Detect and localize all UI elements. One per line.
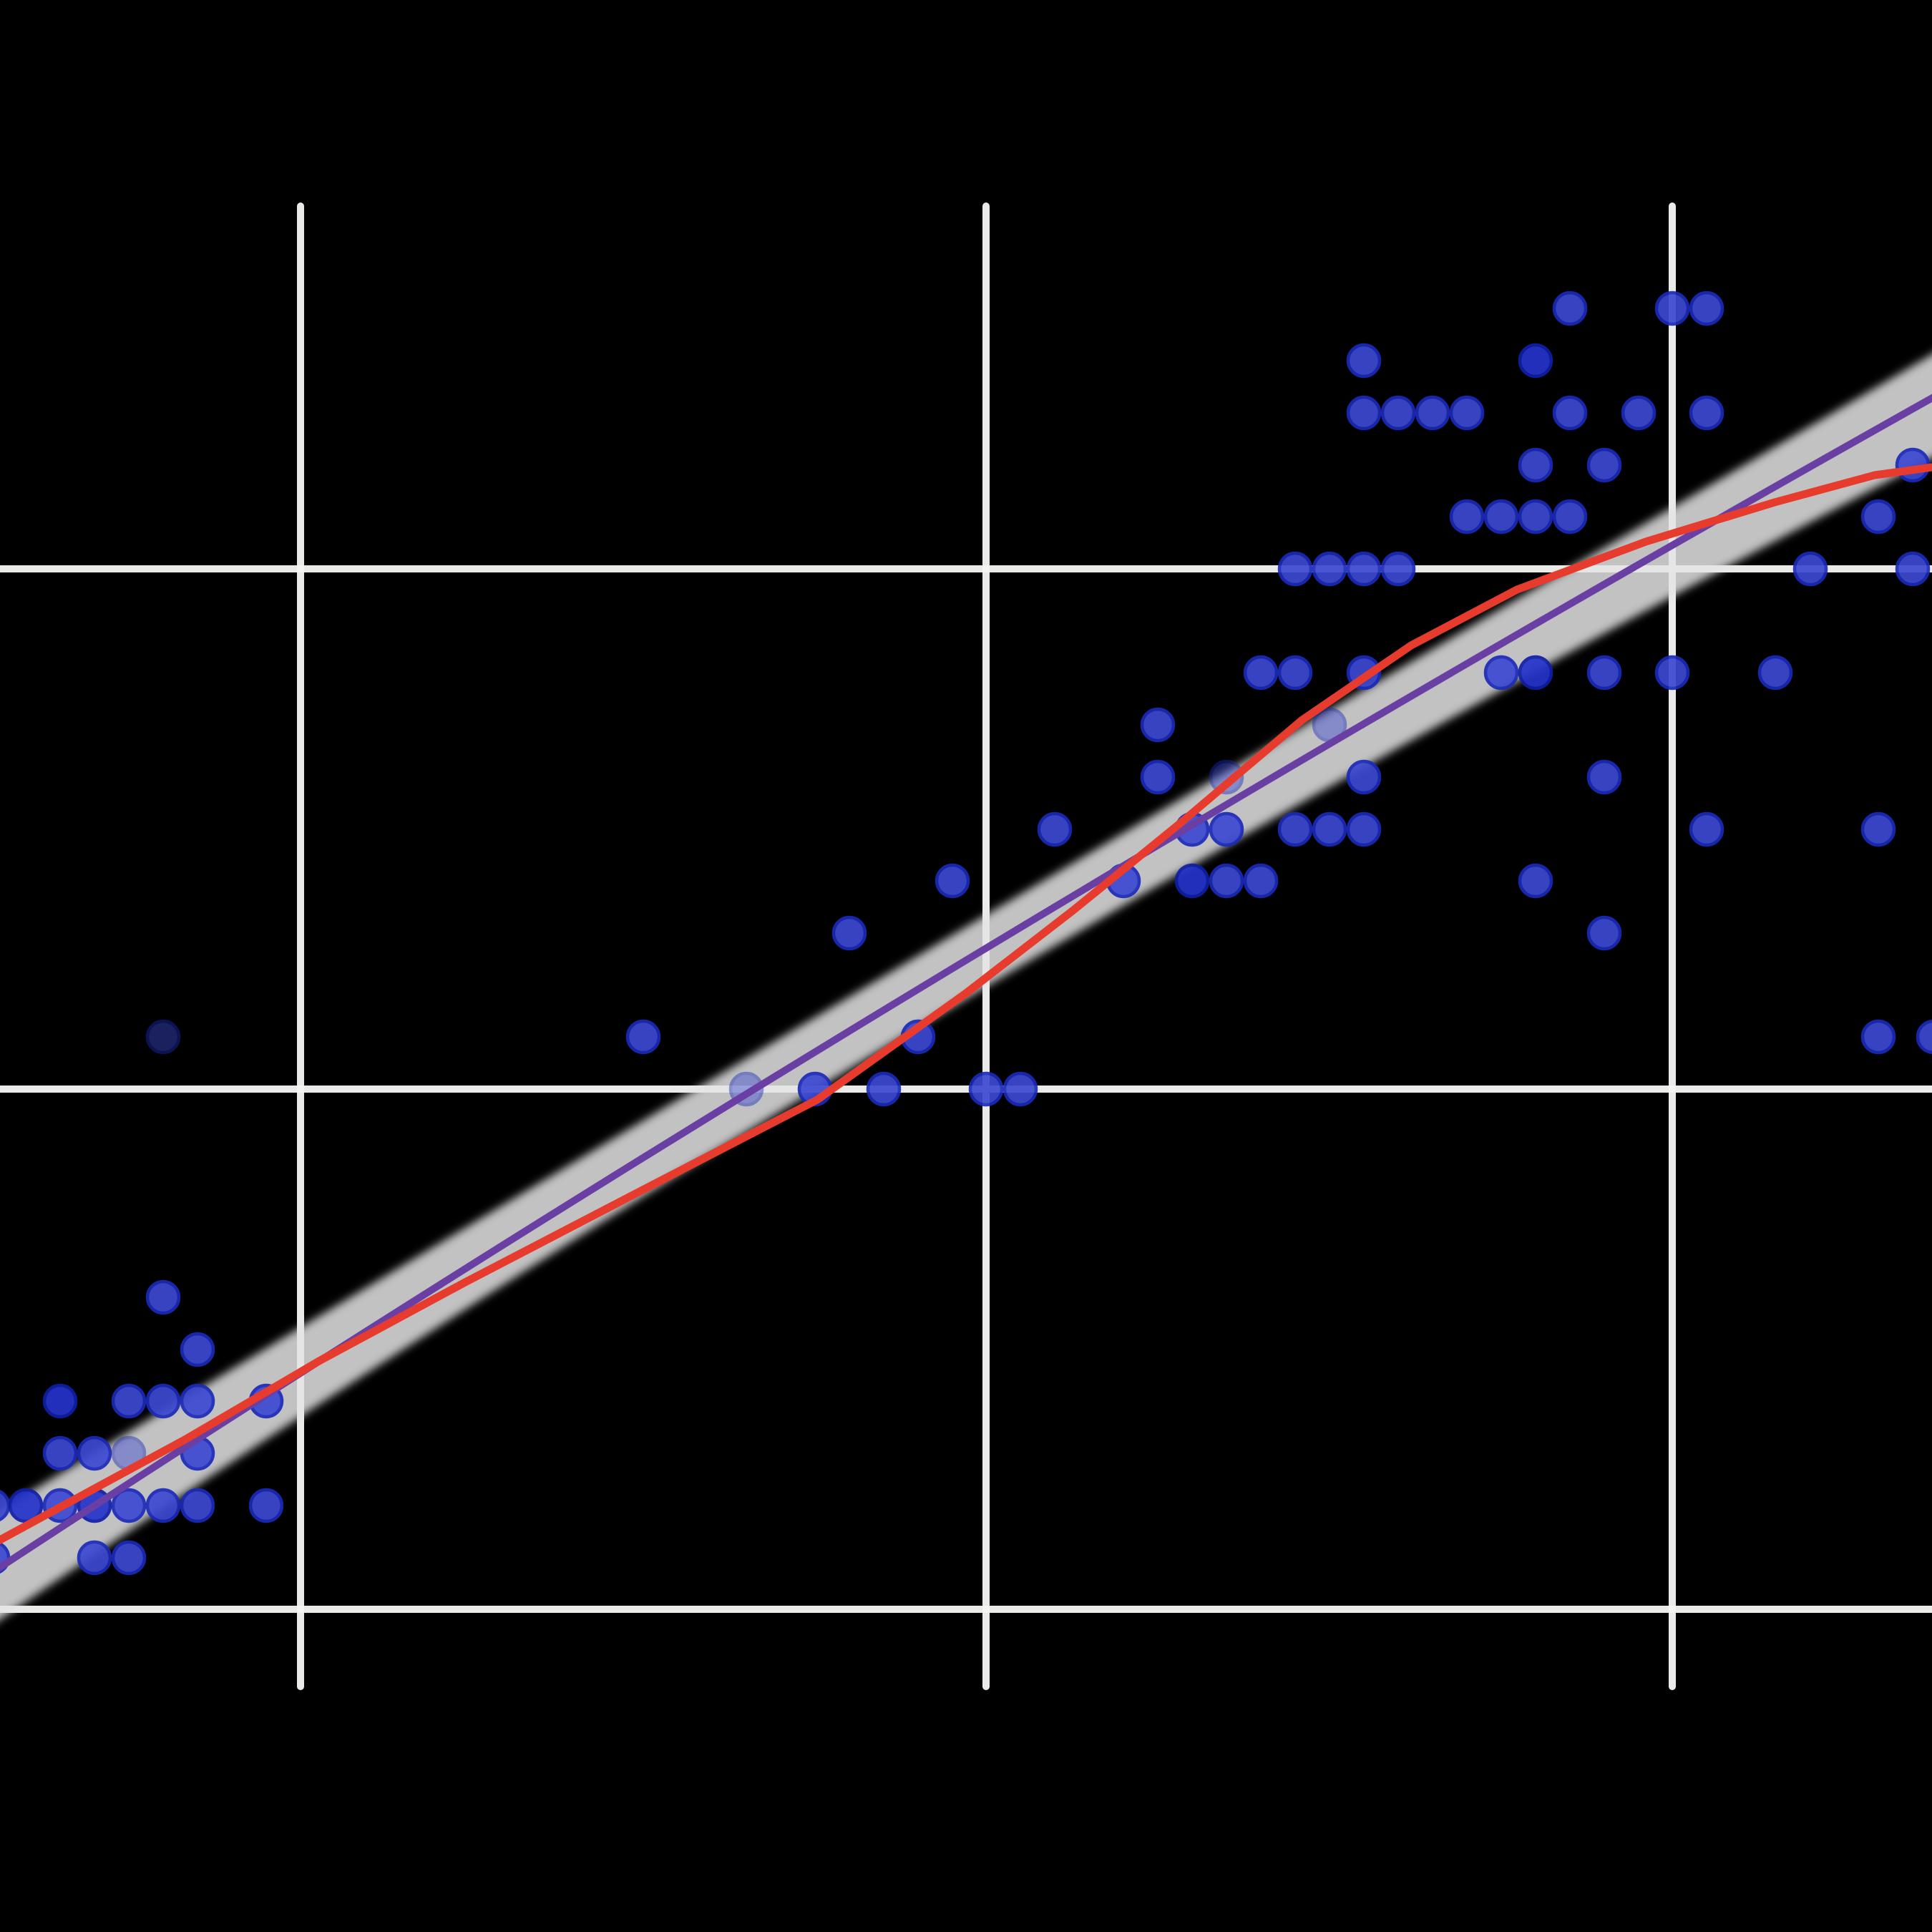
data-point	[1277, 655, 1313, 691]
data-point	[1346, 811, 1382, 847]
data-point	[180, 1332, 215, 1367]
data-point	[42, 1383, 78, 1419]
data-point	[1449, 395, 1485, 431]
data-point	[1312, 551, 1347, 587]
data-point	[625, 1019, 661, 1055]
data-point	[8, 1488, 44, 1523]
data-point	[145, 1488, 181, 1523]
data-point	[1654, 291, 1690, 326]
data-point	[1346, 759, 1382, 795]
data-point	[1277, 551, 1313, 587]
data-point	[111, 1488, 147, 1523]
data-point	[1174, 863, 1210, 899]
data-point	[1518, 655, 1553, 691]
data-point	[1689, 395, 1724, 431]
data-point	[866, 1071, 902, 1107]
data-point	[831, 915, 867, 951]
data-point	[1380, 551, 1416, 587]
data-point	[1277, 811, 1313, 847]
data-point	[1518, 863, 1553, 899]
data-point	[1037, 811, 1073, 847]
data-point	[1449, 499, 1485, 535]
data-point	[77, 1435, 112, 1471]
data-point	[1586, 655, 1622, 691]
data-point	[111, 1383, 147, 1419]
data-point	[248, 1488, 284, 1523]
data-point	[1518, 499, 1553, 535]
data-point	[1518, 343, 1553, 379]
data-point	[1552, 499, 1588, 535]
data-point	[1552, 395, 1588, 431]
data-point	[935, 863, 970, 899]
data-point	[145, 1019, 181, 1055]
data-point	[1243, 655, 1279, 691]
data-point	[42, 1435, 78, 1471]
data-point	[1002, 1071, 1038, 1107]
data-point	[1312, 811, 1347, 847]
loess-curve	[0, 463, 1932, 1545]
data-point	[1586, 447, 1622, 483]
data-point	[1483, 655, 1519, 691]
data-point	[180, 1488, 215, 1523]
data-point	[1689, 291, 1724, 326]
data-point	[1586, 915, 1622, 951]
data-point	[1243, 863, 1279, 899]
data-point	[1209, 759, 1244, 795]
data-point	[1346, 395, 1382, 431]
data-point	[1380, 395, 1416, 431]
data-point	[1552, 291, 1588, 326]
data-point	[1757, 655, 1793, 691]
data-point	[1346, 551, 1382, 587]
data-point	[145, 1383, 181, 1419]
data-point	[1860, 1019, 1896, 1055]
data-point	[1518, 447, 1553, 483]
data-point	[1140, 707, 1176, 743]
data-point	[1860, 811, 1896, 847]
data-point	[1346, 343, 1382, 379]
data-point	[1140, 759, 1176, 795]
data-point	[1586, 759, 1622, 795]
data-point	[1654, 655, 1690, 691]
data-point	[1689, 811, 1724, 847]
data-point	[1209, 811, 1244, 847]
data-point	[1792, 551, 1828, 587]
data-point	[1860, 499, 1896, 535]
data-point	[1415, 395, 1450, 431]
data-point	[77, 1540, 112, 1576]
data-point	[111, 1540, 147, 1576]
data-point	[968, 1071, 1004, 1107]
data-point	[1209, 863, 1244, 899]
data-point	[145, 1279, 181, 1315]
data-point	[1621, 395, 1657, 431]
confidence-band	[0, 354, 1932, 1620]
data-point	[1483, 499, 1519, 535]
data-point	[1895, 551, 1931, 587]
data-point	[1916, 1019, 1932, 1055]
data-point	[180, 1383, 215, 1419]
